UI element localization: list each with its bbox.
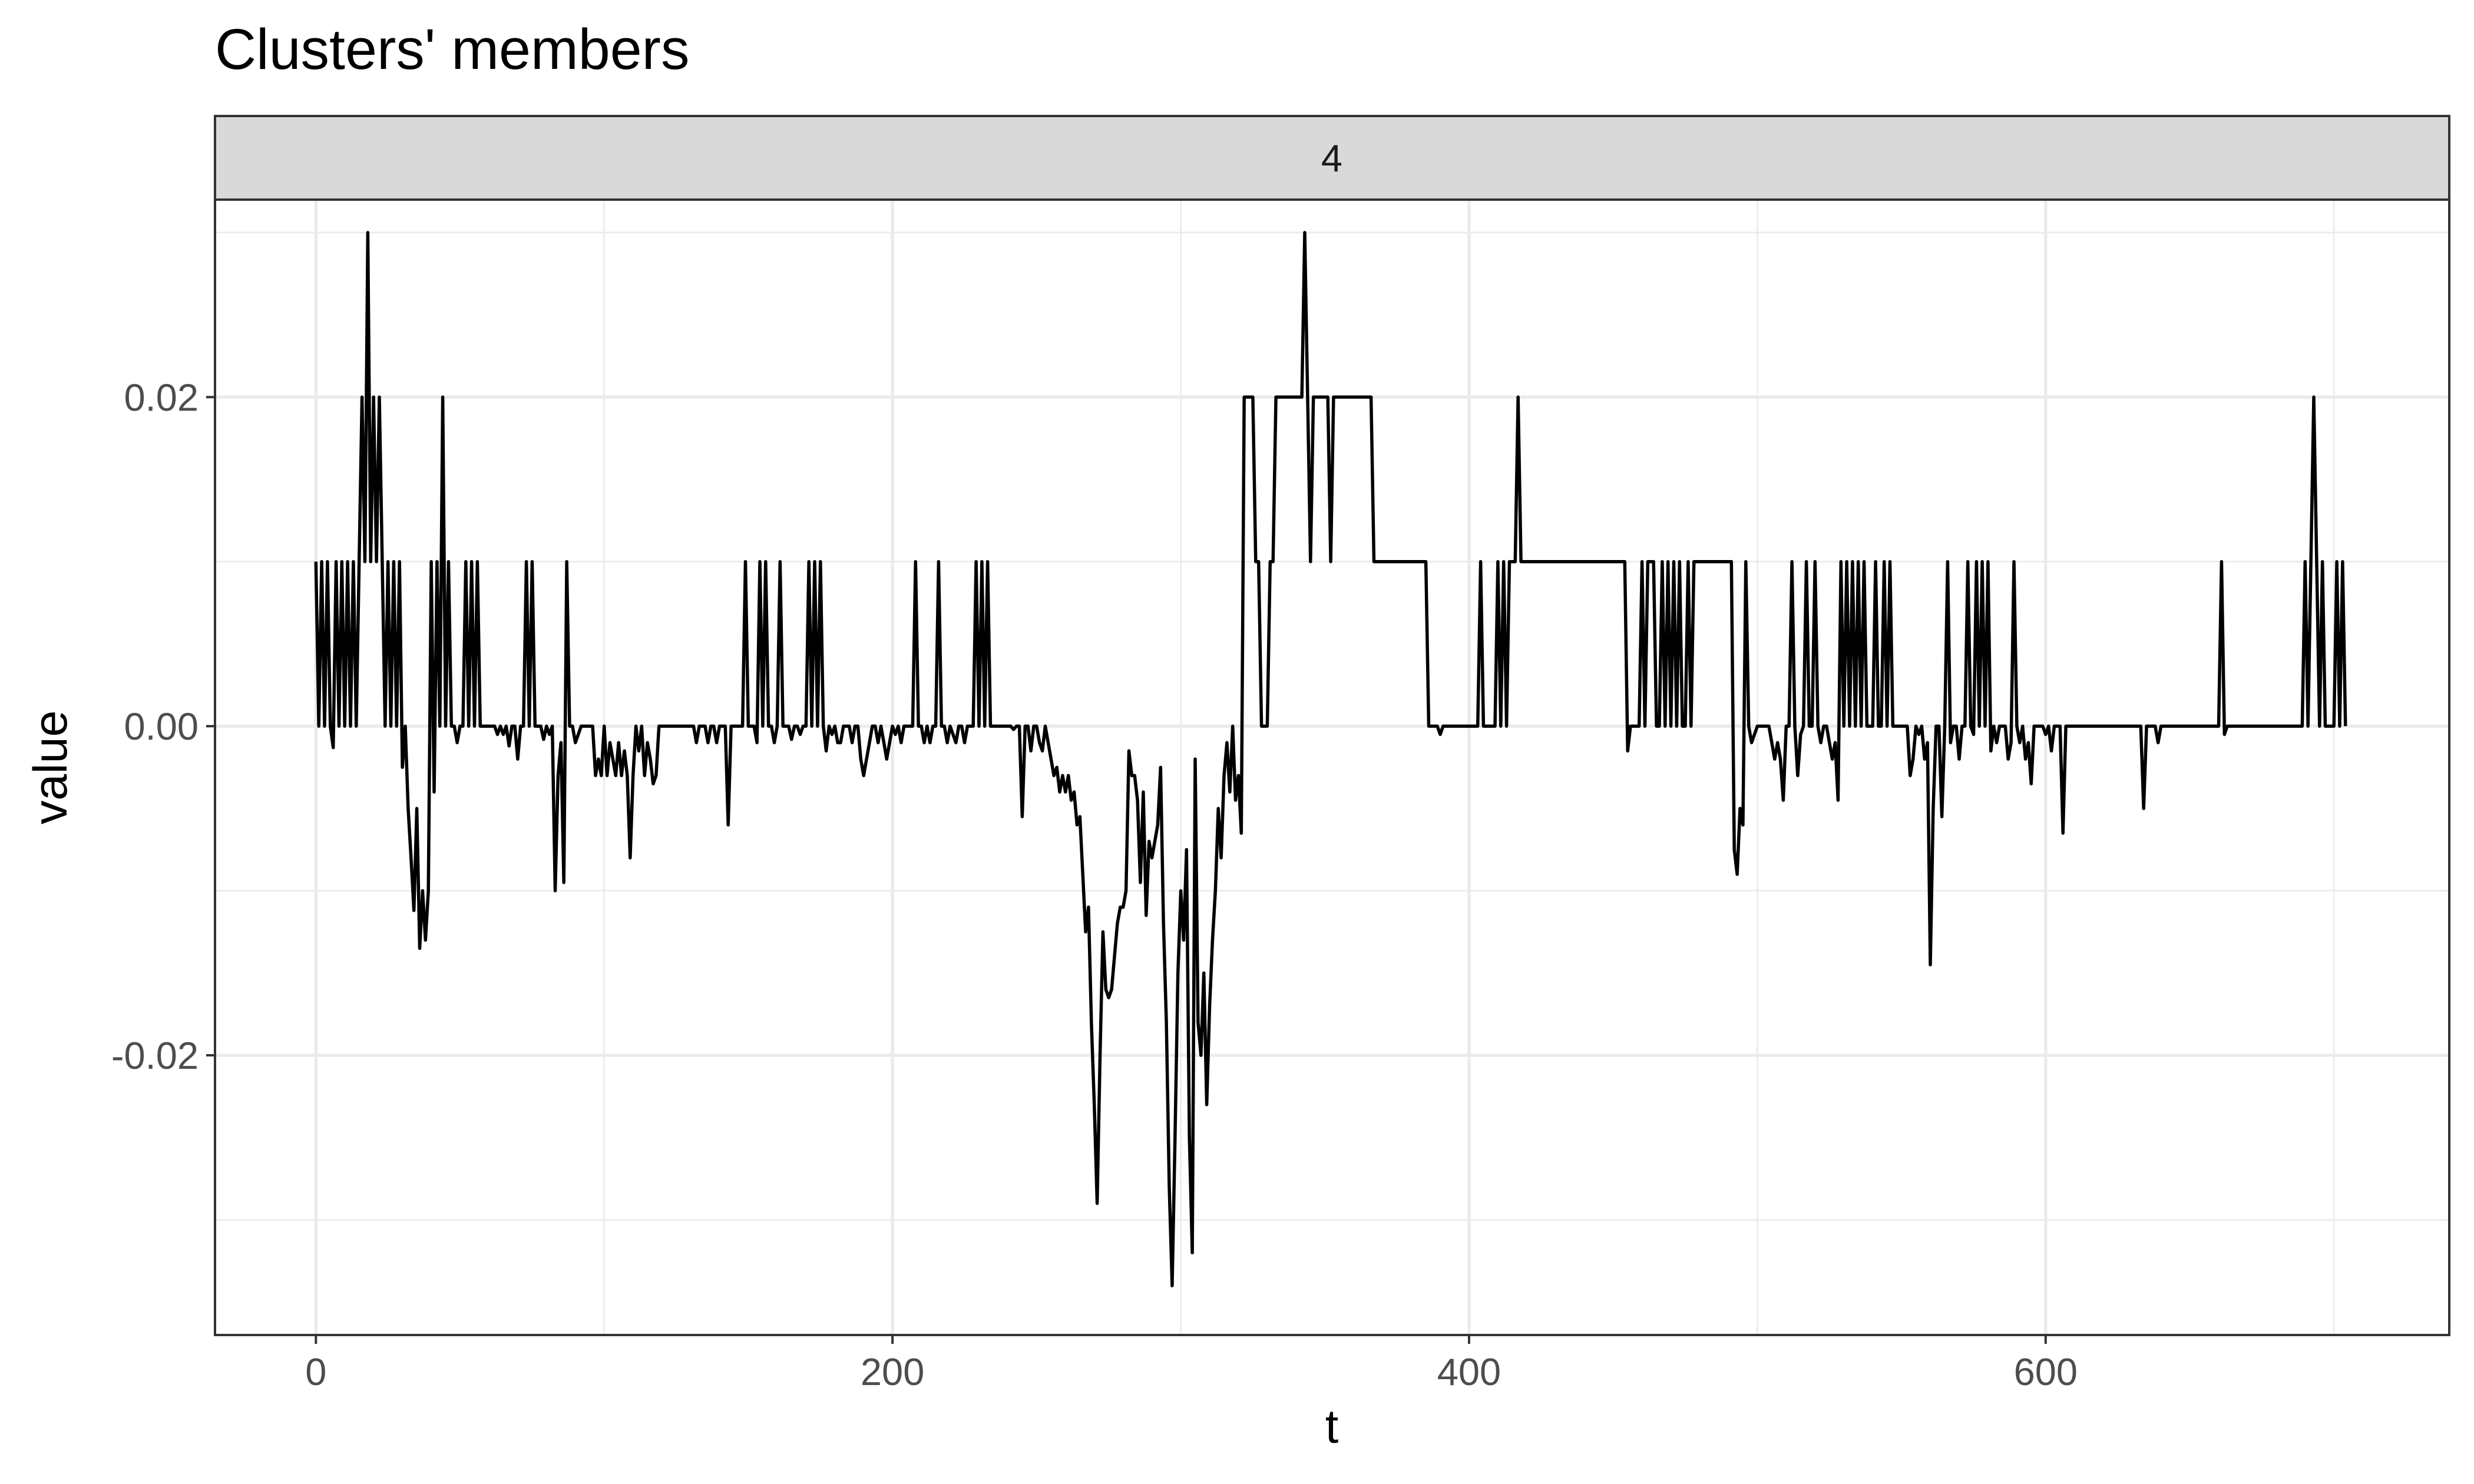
x-tick-label: 400 bbox=[1437, 1350, 1501, 1393]
y-tick-label: -0.02 bbox=[111, 1034, 199, 1077]
x-tick-label: 200 bbox=[861, 1350, 924, 1393]
y-tick-label: 0.02 bbox=[124, 376, 199, 419]
y-axis: -0.02 0.00 0.02 bbox=[111, 376, 215, 1077]
x-tick-label: 0 bbox=[305, 1350, 326, 1393]
panel-border bbox=[214, 198, 2450, 1336]
x-tick-label: 600 bbox=[2014, 1350, 2078, 1393]
facet-strip bbox=[214, 115, 2450, 201]
y-tick-label: 0.00 bbox=[124, 705, 199, 748]
x-axis-title: t bbox=[1325, 1400, 1339, 1453]
series-line bbox=[314, 231, 2347, 1287]
facet-label: 4 bbox=[1321, 137, 1342, 180]
x-axis: 0 200 400 600 bbox=[305, 1335, 2078, 1393]
y-axis-title: value bbox=[24, 710, 77, 824]
chart-title: Clusters' members bbox=[215, 17, 689, 81]
grid bbox=[215, 200, 2449, 1335]
